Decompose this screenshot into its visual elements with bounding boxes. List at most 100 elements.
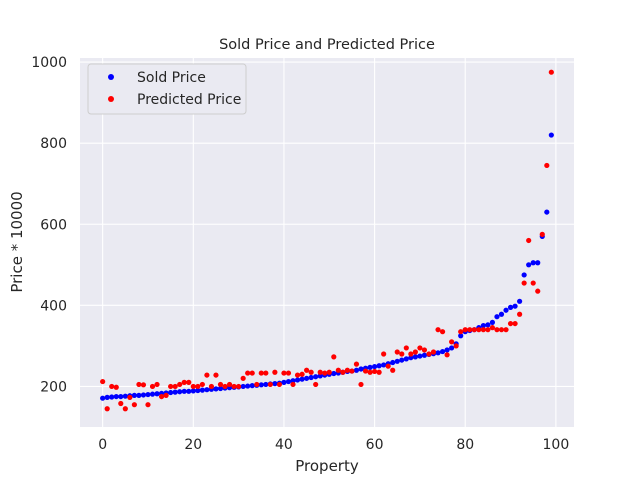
data-point — [371, 368, 378, 375]
data-point — [512, 303, 518, 309]
chart-title: Sold Price and Predicted Price — [219, 37, 435, 53]
data-point — [512, 320, 518, 327]
data-point — [122, 406, 128, 412]
data-point — [199, 387, 205, 393]
data-point — [526, 262, 532, 268]
data-point — [417, 345, 423, 351]
data-point — [127, 394, 133, 400]
data-point — [213, 372, 219, 378]
data-point — [353, 367, 360, 373]
data-point — [313, 374, 319, 380]
data-point — [362, 368, 369, 374]
data-point — [263, 370, 269, 376]
data-point — [172, 383, 178, 390]
data-point — [458, 333, 464, 339]
data-point — [408, 355, 414, 361]
data-point — [109, 383, 115, 390]
data-point — [399, 357, 405, 363]
data-point — [381, 351, 387, 357]
data-point — [304, 375, 310, 381]
legend-marker-sold-price — [108, 74, 114, 80]
data-point — [449, 345, 455, 351]
data-point — [530, 280, 536, 286]
data-point — [304, 367, 310, 373]
data-point — [100, 395, 106, 401]
data-point — [467, 327, 473, 333]
data-point — [471, 327, 477, 333]
data-point — [408, 351, 414, 357]
data-point — [308, 374, 314, 381]
data-point — [285, 378, 292, 385]
data-point — [163, 392, 169, 398]
data-point — [489, 325, 496, 331]
data-point — [118, 400, 124, 407]
data-point — [517, 311, 523, 317]
data-point — [521, 280, 527, 286]
data-point — [181, 379, 187, 385]
data-point — [149, 391, 156, 397]
data-point — [480, 327, 486, 333]
data-point — [548, 132, 554, 138]
data-point — [462, 327, 468, 333]
data-point — [344, 367, 350, 373]
data-point — [231, 383, 237, 390]
data-point — [335, 367, 341, 373]
data-point — [367, 364, 373, 370]
data-point — [190, 388, 196, 394]
data-point — [154, 391, 160, 397]
data-point — [358, 366, 364, 372]
data-point — [313, 381, 319, 388]
data-point — [177, 381, 183, 388]
data-point — [421, 347, 428, 353]
legend-label-predicted-price: Predicted Price — [137, 92, 241, 108]
data-point — [195, 387, 201, 394]
data-point — [326, 369, 332, 375]
data-point — [322, 370, 328, 376]
data-point — [204, 372, 210, 378]
data-point — [186, 388, 192, 394]
data-point — [394, 349, 400, 355]
data-point — [113, 393, 119, 400]
data-point — [376, 363, 382, 369]
x-tick-label: 60 — [366, 437, 384, 453]
data-point — [317, 373, 323, 379]
data-point — [290, 378, 296, 384]
data-point — [453, 343, 459, 349]
data-point — [249, 383, 255, 389]
data-point — [299, 371, 305, 377]
data-point — [240, 383, 246, 390]
data-point — [263, 381, 269, 388]
y-tick-label: 800 — [40, 136, 67, 152]
data-point — [349, 368, 355, 374]
data-point — [403, 356, 409, 362]
data-point — [245, 370, 251, 376]
plot-background — [80, 58, 574, 427]
data-point — [222, 383, 228, 390]
x-tick-label: 40 — [275, 437, 293, 453]
data-point — [353, 361, 360, 367]
data-point — [449, 339, 455, 345]
data-point — [145, 402, 151, 408]
data-point — [417, 353, 423, 359]
data-point — [208, 383, 215, 390]
data-point — [517, 298, 523, 304]
data-point — [294, 377, 301, 383]
data-point — [276, 381, 283, 388]
data-point — [149, 383, 156, 390]
data-point — [122, 393, 128, 399]
data-point — [390, 359, 396, 366]
data-point — [331, 370, 337, 377]
data-point — [113, 384, 119, 390]
data-point — [507, 320, 514, 327]
data-point — [272, 369, 278, 375]
data-point — [281, 370, 287, 376]
data-point — [195, 383, 201, 390]
data-point — [140, 382, 147, 388]
data-point — [535, 288, 541, 294]
data-point — [199, 381, 205, 388]
data-point — [385, 363, 391, 369]
legend-marker-predicted-price — [108, 96, 114, 102]
data-point — [403, 345, 409, 351]
data-point — [181, 388, 187, 394]
